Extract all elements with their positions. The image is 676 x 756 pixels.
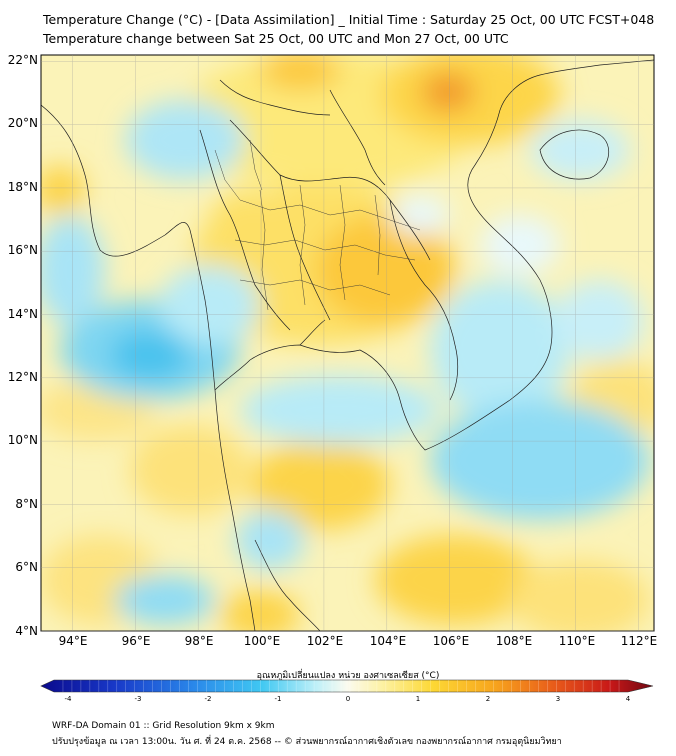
lon-label-98: 98°E xyxy=(185,634,214,648)
lon-label-96: 96°E xyxy=(122,634,151,648)
lat-label-16: 16°N xyxy=(8,243,38,257)
lon-label-110: 110°E xyxy=(559,634,596,648)
lon-label-100: 100°E xyxy=(244,634,281,648)
lat-label-10: 10°N xyxy=(8,433,38,447)
lat-label-22: 22°N xyxy=(8,53,38,67)
footer-domain-info: WRF-DA Domain 01 :: Grid Resolution 9km … xyxy=(52,721,275,731)
colorbar-tick: 1 xyxy=(416,695,420,703)
temperature-field xyxy=(41,55,654,631)
colorbar-tick: 4 xyxy=(626,695,631,703)
lat-label-14: 14°N xyxy=(8,307,38,321)
graticule xyxy=(41,55,654,632)
lon-label-104: 104°E xyxy=(370,634,407,648)
map-title: Temperature Change (°C) - [Data Assimila… xyxy=(43,12,655,27)
colorbar-tick: -2 xyxy=(205,695,212,703)
footer-credits: ปรับปรุงข้อมูล ณ เวลา 13:00น. วัน ศ. ที่… xyxy=(52,737,562,747)
lon-label-112: 112°E xyxy=(621,634,658,648)
lat-label-6: 6°N xyxy=(15,560,38,574)
lat-label-20: 20°N xyxy=(8,116,38,130)
coastlines xyxy=(41,59,654,631)
lon-label-102: 102°E xyxy=(307,634,344,648)
colorbar-tick: -1 xyxy=(275,695,282,703)
map-subtitle: Temperature change between Sat 25 Oct, 0… xyxy=(43,31,509,46)
colorbar-tick: 3 xyxy=(556,695,560,703)
colorbar-tick: -3 xyxy=(135,695,142,703)
colorbar-tick: -4 xyxy=(65,695,73,703)
colorbar-label: อุณหภูมิเปลี่ยนแปลง หน่วย องศาเซลเซียส (… xyxy=(257,668,440,681)
colorbar xyxy=(40,679,654,693)
colorbar-segments xyxy=(62,680,620,692)
lat-label-8: 8°N xyxy=(15,497,38,511)
lat-label-12: 12°N xyxy=(8,370,38,384)
lon-label-94: 94°E xyxy=(59,634,88,648)
colorbar-tick: 2 xyxy=(486,695,490,703)
lon-label-106: 106°E xyxy=(433,634,470,648)
lat-label-18: 18°N xyxy=(8,180,38,194)
colorbar-tick: 0 xyxy=(346,695,350,703)
province-borders xyxy=(214,139,421,311)
lon-label-108: 108°E xyxy=(496,634,533,648)
lat-label-4: 4°N xyxy=(15,624,38,638)
